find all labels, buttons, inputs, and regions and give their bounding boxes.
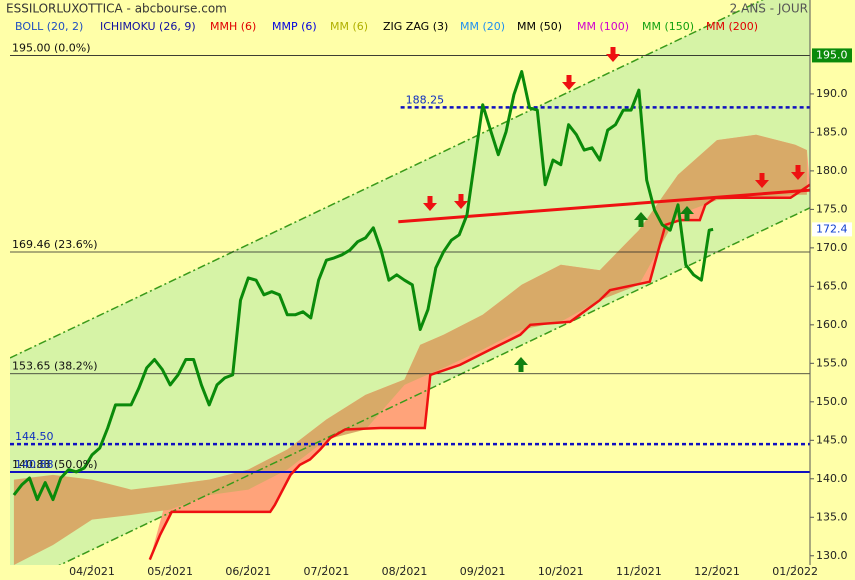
legend-item: MM (200) xyxy=(706,20,758,33)
y-tick-label: 170.0 xyxy=(816,241,848,254)
legend-item: ICHIMOKU (26, 9) xyxy=(100,20,196,33)
x-tick-label: 11/2021 xyxy=(616,565,662,578)
legend-item: MM (150) xyxy=(642,20,694,33)
period: 2 ANS - JOUR xyxy=(730,2,808,16)
y-tick-label: 185.0 xyxy=(816,125,848,138)
y-tick-label: 175.0 xyxy=(816,202,848,215)
y-tick-label: 145.0 xyxy=(816,433,848,446)
channel-line xyxy=(10,0,764,359)
x-tick-label: 10/2021 xyxy=(538,565,584,578)
plot-lines xyxy=(10,0,810,565)
fib-label: 169.46 (23.6%) xyxy=(12,238,98,251)
x-tick-label: 09/2021 xyxy=(460,565,506,578)
fib-label: 140.88 (50.0%) xyxy=(12,458,98,471)
legend-item: MM (100) xyxy=(577,20,629,33)
y-tick-label: 190.0 xyxy=(816,87,848,100)
channel-line xyxy=(58,207,810,565)
y-tick-label: 160.0 xyxy=(816,318,848,331)
legend-item: BOLL (20, 2) xyxy=(15,20,83,33)
y-tick-label: 140.0 xyxy=(816,472,848,485)
legend-item: MMP (6) xyxy=(272,20,317,33)
x-tick-label: 01/2022 xyxy=(772,565,818,578)
blue-level-label: 144.50 xyxy=(15,430,54,443)
legend-item: MM (6) xyxy=(330,20,368,33)
x-tick-label: 04/2021 xyxy=(69,565,115,578)
legend-item: MMH (6) xyxy=(210,20,256,33)
y-tick-label: 155.0 xyxy=(816,356,848,369)
price-tag xyxy=(812,48,852,63)
labels: ESSILORLUXOTTICA - abcbourse.com 2 ANS -… xyxy=(6,2,808,472)
y-tick-label: 165.0 xyxy=(816,279,848,292)
x-tick-label: 07/2021 xyxy=(304,565,350,578)
fib-label: 153.65 (38.2%) xyxy=(12,360,98,373)
chart-title: ESSILORLUXOTTICA - abcbourse.com xyxy=(6,2,227,16)
x-tick-label: 06/2021 xyxy=(225,565,271,578)
price-tag-label: 195.0 xyxy=(816,48,848,61)
price-tag-label: 172.4 xyxy=(816,222,848,235)
legend-item: MM (20) xyxy=(460,20,505,33)
x-tick-label: 12/2021 xyxy=(694,565,740,578)
x-tick-label: 05/2021 xyxy=(147,565,193,578)
price-line xyxy=(12,70,714,502)
y-tick-label: 135.0 xyxy=(816,510,848,523)
ichimoku-cloud xyxy=(13,134,807,565)
fib-label: 195.00 (0.0%) xyxy=(12,41,91,54)
blue-level-label: 188.25 xyxy=(406,93,445,106)
y-tick-label: 150.0 xyxy=(816,395,848,408)
x-tick-label: 08/2021 xyxy=(382,565,428,578)
mmh-line xyxy=(148,183,810,561)
price-tag xyxy=(812,222,852,237)
legend-item: ZIG ZAG (3) xyxy=(383,20,448,33)
blue-level-label: 140.88 xyxy=(15,458,54,471)
y-tick-label: 130.0 xyxy=(816,549,848,562)
legend-item: MM (50) xyxy=(517,20,562,33)
y-tick-label: 180.0 xyxy=(816,164,848,177)
